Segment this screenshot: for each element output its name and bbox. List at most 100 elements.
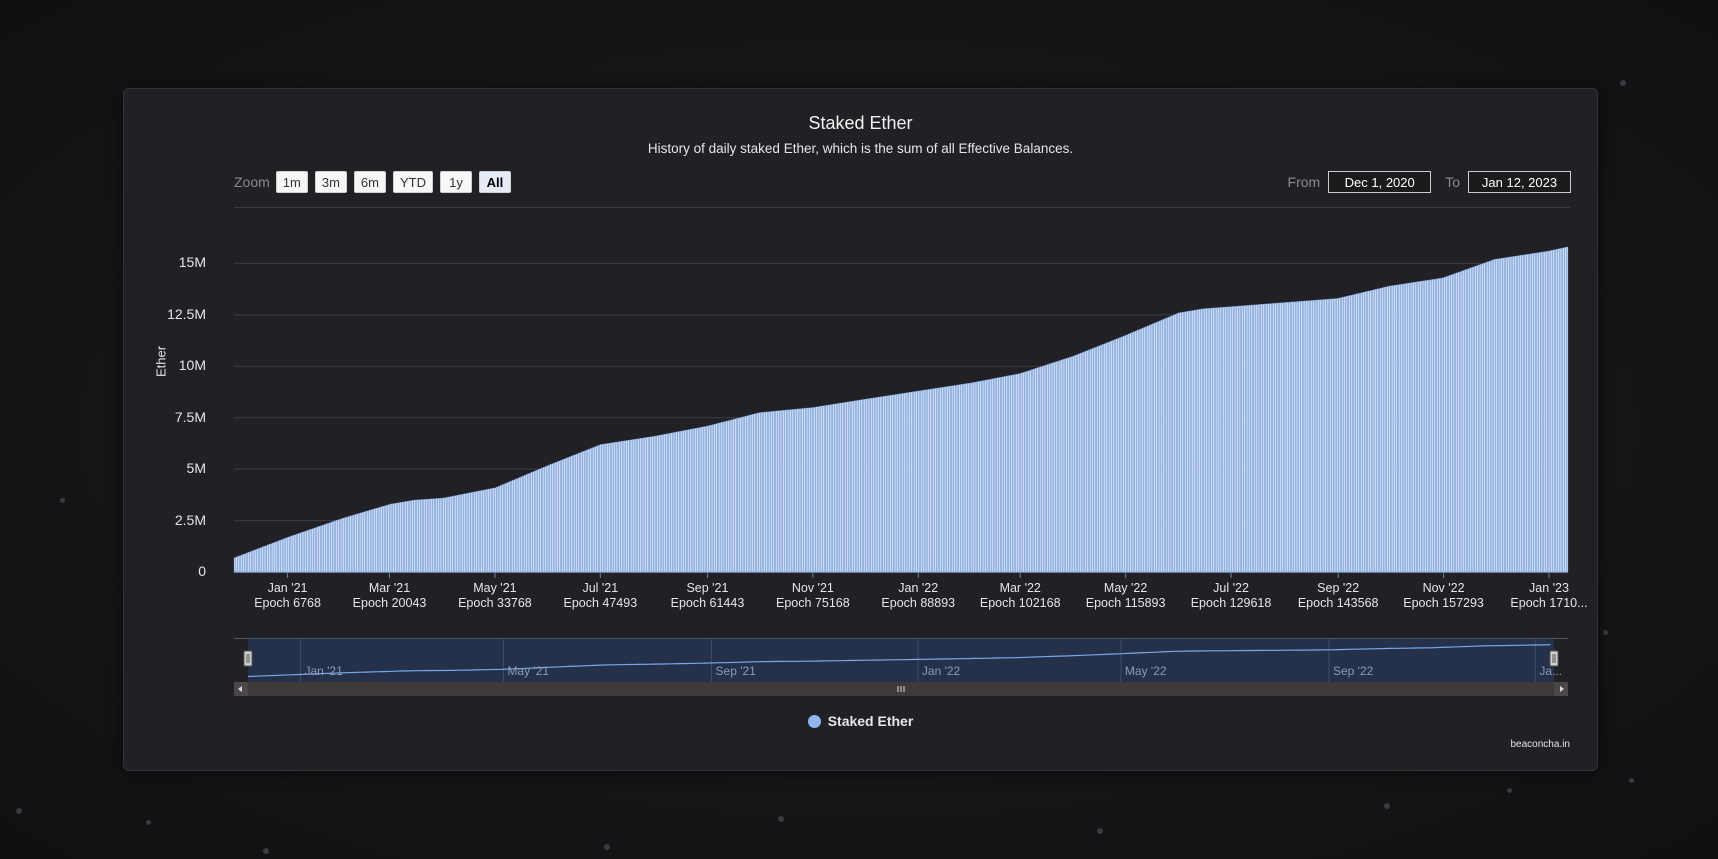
bar: [511, 480, 514, 573]
bar: [963, 383, 966, 573]
bar: [722, 421, 725, 573]
bar: [658, 435, 661, 573]
bar: [339, 518, 342, 573]
bar: [1371, 289, 1374, 573]
bar: [711, 424, 714, 573]
bar: [1188, 310, 1191, 573]
scroll-right-arrow-icon: [1560, 686, 1564, 692]
bar: [239, 555, 242, 573]
zoom-1m-button[interactable]: 1m: [275, 171, 308, 193]
bar: [1179, 312, 1182, 573]
bar: [1555, 249, 1558, 573]
bar: [1289, 301, 1293, 573]
bar: [1560, 247, 1564, 573]
bar: [375, 508, 378, 573]
bar: [846, 401, 849, 573]
bar: [1550, 250, 1553, 573]
bar: [247, 552, 250, 573]
bar: [580, 451, 583, 573]
bar: [905, 392, 908, 573]
bar: [364, 511, 368, 573]
bar: [679, 431, 682, 573]
legend[interactable]: Staked Ether: [124, 713, 1597, 729]
bar: [981, 380, 984, 573]
bar: [917, 390, 920, 573]
legend-marker-icon: [807, 714, 821, 728]
bar: [251, 550, 254, 573]
bar: [877, 396, 880, 573]
bar: [989, 378, 992, 573]
bar: [789, 409, 792, 573]
bar: [951, 385, 954, 573]
bar: [508, 481, 511, 573]
bar: [713, 423, 716, 573]
bar: [646, 437, 649, 573]
bar: [1403, 283, 1406, 573]
bar: [843, 402, 846, 573]
bar: [570, 455, 573, 573]
bar: [1538, 252, 1541, 573]
bar: [1108, 341, 1111, 573]
bar: [792, 409, 796, 573]
bar: [1172, 314, 1175, 573]
bar: [314, 527, 318, 573]
bar: [1509, 256, 1512, 573]
bar: [737, 417, 740, 573]
bar: [1428, 279, 1431, 573]
zoom-3m-button[interactable]: 3m: [314, 171, 347, 193]
header-divider: [234, 207, 1570, 208]
bar: [1308, 300, 1312, 573]
bar: [748, 415, 751, 573]
bar: [761, 412, 764, 573]
bar: [1460, 270, 1463, 573]
bar: [1189, 310, 1192, 573]
bar: [1020, 372, 1023, 573]
to-label: To: [1445, 174, 1460, 190]
bar: [1493, 259, 1496, 573]
bar: [604, 443, 607, 573]
bar: [532, 471, 535, 573]
bar: [739, 417, 742, 573]
zoom-1y-button[interactable]: 1y: [439, 171, 472, 193]
bar: [254, 549, 257, 573]
bar: [1490, 260, 1493, 573]
bar: [553, 462, 556, 573]
bar: [237, 556, 240, 573]
bar: [851, 400, 854, 573]
bar: [1336, 298, 1339, 573]
navigator-right-handle[interactable]: [1549, 650, 1559, 667]
bar: [677, 431, 680, 573]
from-date-input[interactable]: Dec 1, 2020: [1328, 171, 1432, 193]
bar: [615, 441, 618, 573]
bar: [1517, 255, 1520, 573]
navigator-left-handle[interactable]: [243, 650, 253, 667]
bar: [335, 520, 338, 573]
bar: [1414, 281, 1417, 573]
bar: [856, 400, 859, 573]
bar: [1248, 304, 1251, 573]
bar: [1505, 257, 1508, 573]
bar: [1057, 360, 1060, 573]
bar: [1507, 257, 1510, 573]
bar: [599, 444, 602, 573]
bar: [844, 402, 847, 573]
bar: [1246, 305, 1249, 573]
bar: [875, 397, 878, 573]
bar: [903, 392, 906, 573]
bar: [653, 436, 656, 573]
to-date-input[interactable]: Jan 12, 2023: [1468, 171, 1571, 193]
bar: [611, 442, 614, 573]
zoom-all-button[interactable]: All: [478, 171, 511, 193]
credits-link[interactable]: beaconcha.in: [1510, 739, 1571, 750]
bar: [1396, 284, 1400, 573]
zoom-6m-button[interactable]: 6m: [353, 171, 386, 193]
bar: [685, 429, 689, 573]
bar: [345, 516, 349, 573]
x-tick-epoch: Epoch 1710...: [1510, 596, 1588, 610]
bar: [634, 438, 637, 573]
bar: [941, 387, 944, 573]
bar: [325, 523, 328, 573]
legend-item-staked-ether[interactable]: Staked Ether: [827, 713, 914, 729]
bar: [601, 444, 604, 573]
zoom-ytd-button[interactable]: YTD: [392, 171, 433, 193]
